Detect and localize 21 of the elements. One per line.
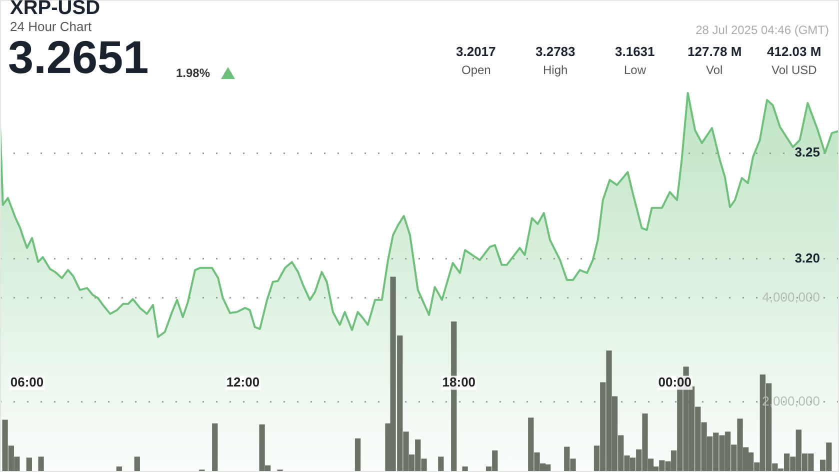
annotation: 3.2651 [8,31,149,84]
x-tick-label: 18:00 [442,374,476,390]
y-tick-label: 3.25 [794,144,820,160]
annotation: 3.2783 [536,44,576,59]
annotation: 127.78 M [688,44,742,59]
annotation: Low [624,63,646,77]
annotation: 412.03 M [767,44,822,59]
chart-title: XRP-USD [10,0,100,20]
x-tick-label: 12:00 [226,374,260,390]
annotation: High [543,63,568,77]
text: 24 Hour Chart [10,19,92,34]
annotation: Vol USD [772,63,817,77]
annotation: 3.2017 [456,44,496,59]
x-tick-label: 06:00 [10,374,44,390]
annotation: 1.98% [176,66,210,80]
annotation: Open [462,63,491,77]
y-tick-label: 3.20 [794,250,820,266]
annotation: 3.1631 [615,44,655,59]
annotation: 28 Jul 2025 04:46 (GMT) [696,23,829,37]
x-tick-label: 00:00 [658,374,692,390]
annotation: Vol [706,63,723,77]
